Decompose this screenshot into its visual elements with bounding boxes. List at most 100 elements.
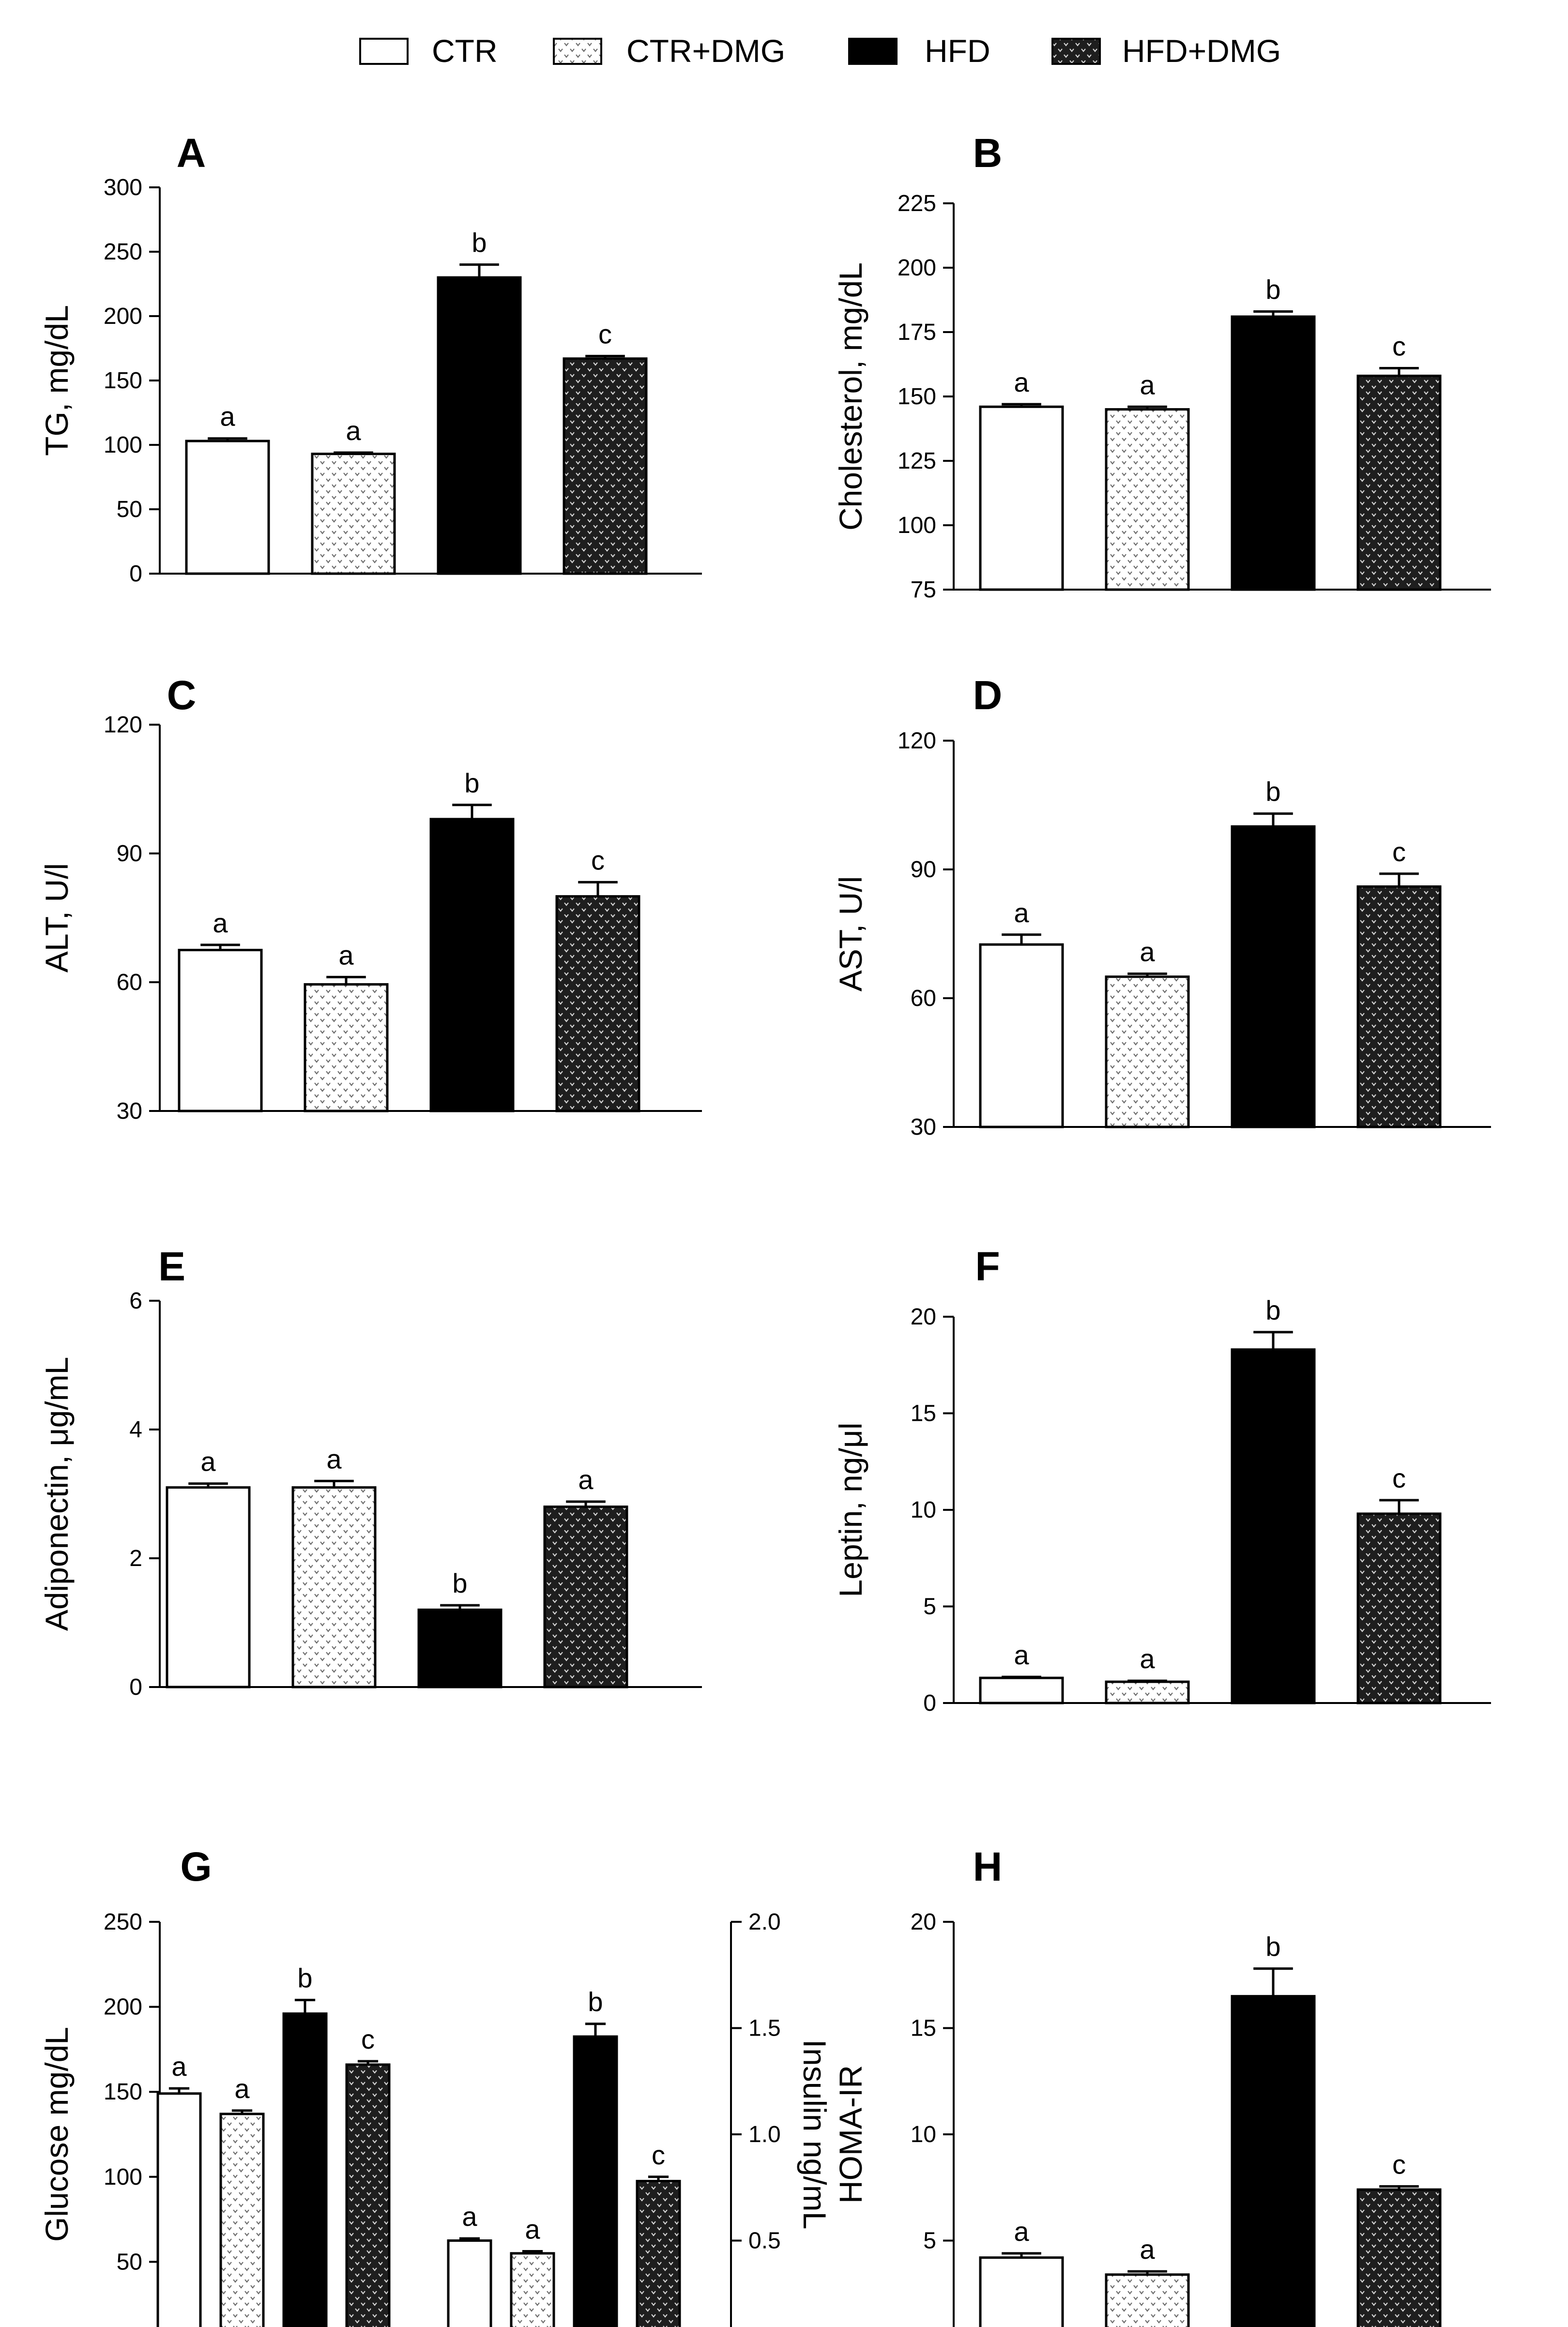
panel-b-significance-letter: b	[1265, 274, 1280, 304]
panel-a-y-tick-label: 100	[104, 432, 142, 458]
panel-e-y-tick-label: 2	[129, 1546, 142, 1571]
panel-a-y-tick-label: 150	[104, 368, 142, 394]
panel-e-y-tick-label: 6	[129, 1288, 142, 1314]
panel-f-y-tick-label: 0	[923, 1690, 936, 1716]
panel-a-y-tick-label: 50	[117, 497, 142, 522]
panel-f-y-tick-label: 20	[911, 1304, 936, 1330]
panel-g-right-y-tick-label: 1.5	[748, 2016, 781, 2041]
panel-f-bar	[1231, 1348, 1316, 1704]
panel-a-bar	[437, 276, 522, 575]
panel-f: F 0 5 10 15 20 Leptin, ng/μl a a b c	[833, 1244, 1491, 1716]
panel-a-significance-letter: b	[472, 228, 487, 258]
panel-c-y-tick-label: 120	[104, 712, 142, 738]
panel-b-significance-letter: c	[1392, 331, 1406, 361]
panel-a-significance-letter: c	[598, 319, 612, 349]
panel-e-significance-letter: a	[326, 1444, 342, 1474]
panel-c-letter: C	[167, 672, 197, 718]
panel-g-right-y-tick-label: 2.0	[748, 1909, 781, 1935]
panel-d-significance-letter: a	[1140, 936, 1155, 967]
legend-label-hfd-dmg: HFD+DMG	[1122, 33, 1281, 69]
panel-f-significance-letter: a	[1140, 1643, 1155, 1674]
panel-e-significance-letter: a	[578, 1464, 594, 1495]
panel-a-y-tick-label: 250	[104, 239, 142, 265]
panel-b-y-tick-label: 100	[898, 513, 936, 538]
panel-b-bar	[1356, 374, 1442, 591]
panel-g-right-y-tick-label: 1.0	[748, 2122, 781, 2147]
panel-g-left-y-tick-label: 50	[117, 2249, 142, 2275]
panel-e-bar	[417, 1608, 502, 1688]
panel-g-insulin-bar	[447, 2239, 492, 2327]
panel-g-left-axis-title: Glucose mg/dL	[39, 2027, 75, 2242]
panel-g-glucose-bar	[282, 2012, 328, 2327]
panel-d-y-tick-label: 120	[898, 728, 936, 754]
panel-e-letter: E	[158, 1244, 185, 1289]
panel-g-glucose-bar	[219, 2113, 265, 2327]
legend-swatch-hfd	[848, 38, 898, 65]
panel-f-letter: F	[975, 1244, 1000, 1289]
panel-d-bar	[1231, 825, 1316, 1128]
legend-item-hfd-dmg: HFD+DMG	[1051, 33, 1281, 69]
panel-b: B 75 100 125 150 175 200 225 Cholesterol, mg/dL a…	[833, 130, 1491, 603]
panel-g-glucose-significance-letter: b	[297, 1963, 312, 1993]
panel-a-letter: A	[177, 130, 206, 176]
panel-c-y-tick-label: 30	[117, 1098, 142, 1124]
panel-d-bar	[1105, 975, 1190, 1128]
panel-e-y-tick-label: 4	[129, 1417, 142, 1443]
panel-f-axis-title: Leptin, ng/μl	[833, 1423, 868, 1597]
panel-g-glucose-significance-letter: a	[234, 2073, 250, 2104]
panel-a: A 0 50 100 150 200 250 300 TG, mg/dL a a b c	[39, 130, 702, 587]
panel-b-axis-title: Cholesterol, mg/dL	[833, 262, 868, 531]
panel-h-bar	[979, 2256, 1064, 2327]
panel-c-bar	[304, 983, 389, 1112]
panel-a-significance-letter: a	[346, 415, 361, 446]
panel-h-y-tick-label: 20	[911, 1909, 936, 1935]
panel-g-insulin-significance-letter: a	[462, 2201, 477, 2232]
panel-e-bar	[543, 1506, 628, 1688]
panel-d-bar	[1356, 885, 1442, 1128]
panel-g-letter: G	[180, 1844, 212, 1889]
panel-c-bar	[178, 949, 263, 1112]
panel-b-y-tick-label: 125	[898, 448, 936, 474]
panel-c-significance-letter: c	[591, 845, 605, 875]
panel-b-bar	[1231, 315, 1316, 591]
panel-g-insulin-significance-letter: c	[652, 2140, 665, 2170]
panel-c-significance-letter: b	[464, 768, 479, 798]
panel-e-y-tick-label: 0	[129, 1674, 142, 1700]
panel-d-significance-letter: b	[1265, 776, 1280, 807]
panel-e-significance-letter: a	[200, 1446, 216, 1477]
panel-b-significance-letter: a	[1140, 369, 1155, 400]
panel-g: G050100150200250Glucose mg/dL0.00.51.01.…	[39, 1844, 833, 2327]
panel-h-significance-letter: c	[1392, 2149, 1406, 2180]
legend-label-ctr: CTR	[432, 33, 498, 69]
panel-h-y-tick-label: 10	[911, 2122, 936, 2147]
panel-h-y-tick-label: 5	[923, 2228, 936, 2254]
legend-item-ctr-dmg: CTR+DMG	[553, 33, 785, 69]
panel-f-bar	[979, 1676, 1064, 1704]
panel-d-y-tick-label: 30	[911, 1114, 936, 1140]
legend-label-hfd: HFD	[925, 33, 990, 69]
panel-c-bar	[555, 895, 640, 1112]
panel-g-insulin-significance-letter: b	[588, 1987, 603, 2017]
panel-g-glucose-bar	[156, 2092, 202, 2327]
panel-g-insulin-bar	[573, 2035, 618, 2327]
panel-c-significance-letter: a	[213, 908, 228, 938]
panel-c: C 30 60 90 120 ALT, U/l a a b c	[39, 672, 702, 1124]
panel-f-y-tick-label: 10	[911, 1497, 936, 1523]
panel-f-y-tick-label: 5	[923, 1594, 936, 1620]
panel-b-y-tick-label: 150	[898, 384, 936, 410]
panel-g-glucose-bar	[345, 2063, 391, 2327]
panel-f-significance-letter: b	[1265, 1295, 1280, 1325]
panel-h-bar	[1105, 2273, 1190, 2327]
panel-c-bar	[429, 818, 515, 1112]
panel-h-bar	[1231, 1995, 1316, 2327]
panel-h-significance-letter: a	[1014, 2216, 1029, 2247]
panel-d-y-tick-label: 60	[911, 986, 936, 1011]
panel-f-y-tick-label: 15	[911, 1401, 936, 1427]
legend: CTR CTR+DMG HFD HFD+DMG	[359, 33, 1281, 69]
legend-swatch-ctr	[359, 38, 409, 65]
panel-d-bar	[979, 943, 1064, 1128]
panel-b-letter: B	[973, 130, 1003, 176]
panel-e: E 0 2 4 6 Adiponectin, μg/mL a a b a	[39, 1244, 702, 1700]
